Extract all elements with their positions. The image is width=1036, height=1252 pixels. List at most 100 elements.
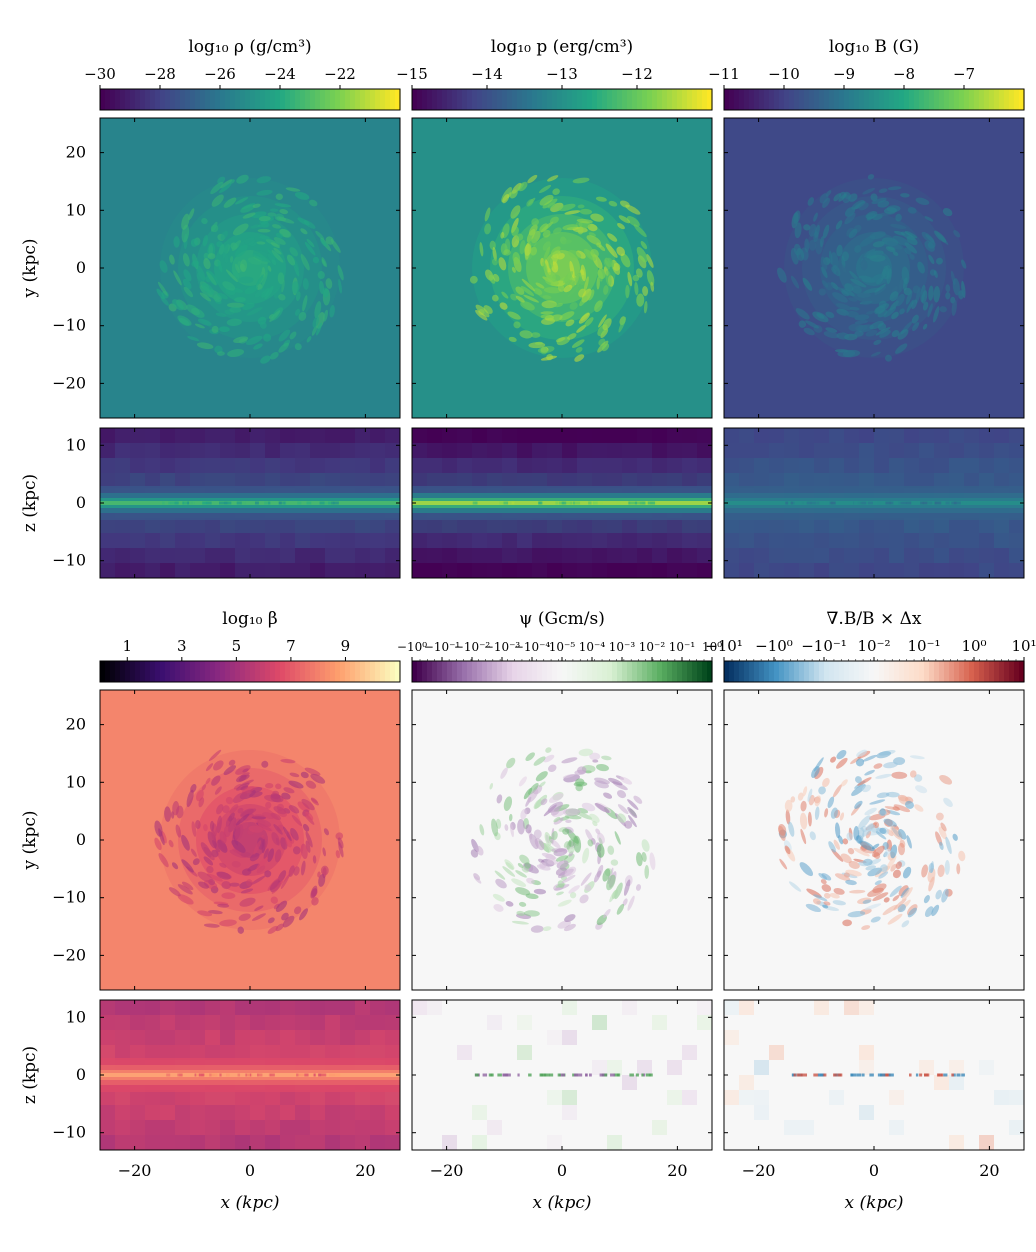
amr-cell [115,518,130,533]
amr-cell [889,428,904,443]
amr-cell [370,1120,385,1135]
faceon-panel-4 [411,689,713,991]
amr-cell [1009,458,1024,473]
amr-cell [160,563,175,578]
spiral-feature [605,243,618,258]
midplane-feature [956,1073,961,1077]
spiral-feature [337,265,344,281]
spiral-feature [291,281,300,294]
amr-cell [904,443,919,458]
spiral-feature [924,240,935,252]
amr-cell [205,533,220,548]
spiral-feature [564,866,577,877]
colorbar-segment [492,89,498,110]
colorbar-segment [542,89,548,110]
spiral-feature [585,829,594,843]
spiral-feature [901,266,910,285]
spiral-feature [158,828,165,846]
amr-cell [250,1135,265,1150]
spiral-feature [861,784,872,793]
amr-cell [355,443,370,458]
spiral-feature [802,277,813,291]
spiral-feature [503,796,513,811]
amr-cell [340,458,355,473]
colorbar-segment [779,661,785,682]
amr-cell [562,1030,577,1045]
spiral-feature [302,295,308,312]
amr-cell [889,458,904,473]
spiral-feature [832,900,846,906]
spiral-feature [879,329,891,338]
spiral-feature [218,244,225,255]
midplane-feature [313,1073,316,1077]
colorbar-segment [979,89,985,110]
colorbar-segment [502,89,508,110]
amr-cell [994,1090,1009,1105]
amr-cell [130,1120,145,1135]
amr-cell [340,1105,355,1120]
spiral-feature [530,332,541,338]
colorbar-segment [1019,89,1025,110]
amr-cell [667,548,682,563]
amr-cell [457,428,472,443]
spiral-feature [311,325,318,336]
spiral-feature [296,291,301,302]
midplane-feature [962,501,967,505]
spiral-feature [831,266,837,275]
colorbar-segment [457,661,463,682]
colorbar-segment [385,89,391,110]
spiral-feature [192,858,200,866]
amr-cell [355,563,370,578]
colorbar-segment [637,661,643,682]
spiral-feature [275,783,282,790]
spiral-feature [788,881,802,892]
colorbar-segment [1019,661,1025,682]
amr-cell [295,563,310,578]
amr-cell [250,1000,265,1015]
spiral-feature [550,246,561,255]
spiral-feature [168,887,181,897]
title-magnetic-field: log₁₀ B (G) [829,37,919,57]
amr-cell [622,473,637,488]
spiral-feature [177,315,192,326]
amr-cell [799,563,814,578]
amr-cell [517,518,532,533]
colorbar-tick-label: −10⁻¹ [801,637,847,655]
amr-cell [739,428,754,443]
spiral-feature [858,861,871,867]
amr-cell [517,473,532,488]
amr-cell [592,1015,607,1030]
amr-cell [265,1120,280,1135]
spiral-feature [252,253,269,262]
spiral-feature [939,306,947,313]
amr-cell [904,563,919,578]
colorbar-segment [944,89,950,110]
spiral-feature [545,747,552,753]
colorbar-segment [305,661,311,682]
spiral-feature [814,806,820,820]
amr-cell [979,548,994,563]
amr-cell [205,1105,220,1120]
amr-cell [355,1135,370,1150]
spiral-feature [942,207,953,217]
spiral-feature [524,862,531,869]
amr-cell [412,563,427,578]
spiral-feature [807,811,812,827]
spiral-feature [848,297,858,302]
amr-cell [442,518,457,533]
spiral-feature [798,320,807,328]
midplane-feature [566,501,571,505]
spiral-feature [543,246,551,262]
amr-cell [607,563,622,578]
spiral-feature [312,855,317,864]
colorbar-segment [310,661,316,682]
spiral-feature [641,851,647,863]
spiral-feature [523,910,540,917]
amr-cell [442,563,457,578]
amr-cell [220,1105,235,1120]
spiral-feature [784,799,793,812]
amr-cell [622,563,637,578]
midplane-feature [502,501,509,505]
colorbar-segment [170,661,176,682]
amr-cell [919,533,934,548]
